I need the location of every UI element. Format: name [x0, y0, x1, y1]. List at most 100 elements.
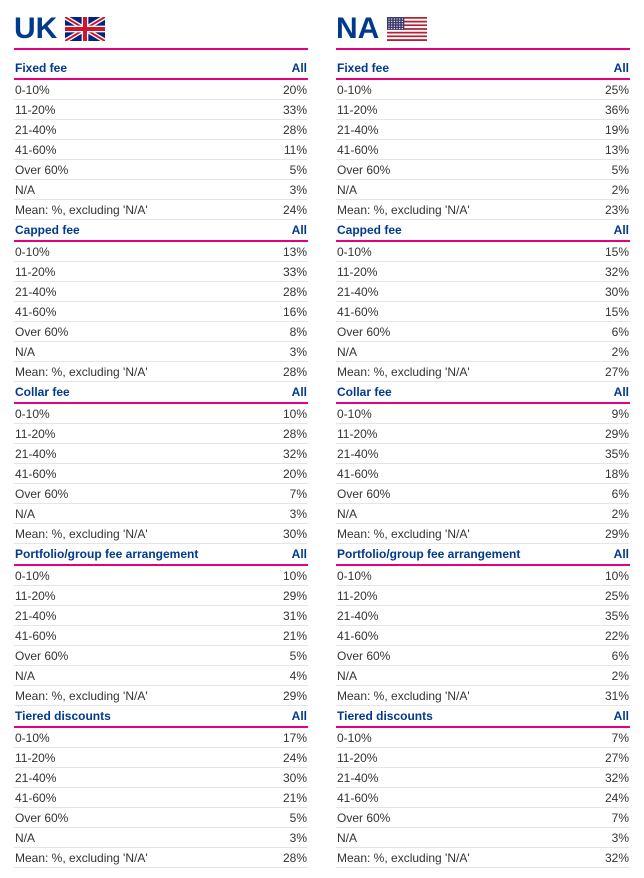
table-row: N/A3%	[14, 342, 308, 362]
table-row: Over 60%5%	[14, 808, 308, 828]
table-section: Portfolio/group fee arrangementAll0-10%1…	[14, 544, 308, 706]
row-label: 0-10%	[337, 245, 589, 259]
row-value: 28%	[267, 123, 307, 137]
table-row: 21-40%28%	[14, 282, 308, 302]
table-section: Collar feeAll0-10%9%11-20%29%21-40%35%41…	[336, 382, 630, 544]
row-label: N/A	[15, 831, 267, 845]
table-row: 41-60%24%	[336, 788, 630, 808]
row-value: 9%	[589, 407, 629, 421]
row-value: 18%	[589, 467, 629, 481]
table-row: Mean: %, excluding 'N/A'24%	[14, 200, 308, 220]
row-label: Over 60%	[337, 325, 589, 339]
row-value: 5%	[267, 811, 307, 825]
row-label: 21-40%	[15, 447, 267, 461]
row-value: 22%	[589, 629, 629, 643]
us-flag-icon	[387, 17, 427, 41]
table-row: Mean: %, excluding 'N/A'23%	[336, 200, 630, 220]
table-row: 41-60%22%	[336, 626, 630, 646]
table-row: 21-40%35%	[336, 444, 630, 464]
section-header: Capped feeAll	[14, 220, 308, 242]
row-label: Over 60%	[15, 487, 267, 501]
row-label: 11-20%	[15, 589, 267, 603]
table-row: 0-10%20%	[14, 80, 308, 100]
row-label: 11-20%	[15, 265, 267, 279]
section-header: Capped feeAll	[336, 220, 630, 242]
row-value: 23%	[589, 203, 629, 217]
row-value: 5%	[589, 163, 629, 177]
table-section: Tiered discountsAll0-10%7%11-20%27%21-40…	[336, 706, 630, 868]
table-row: N/A2%	[336, 180, 630, 200]
section-all-label: All	[614, 223, 629, 237]
section-header: Tiered discountsAll	[336, 706, 630, 728]
table-row: 11-20%24%	[14, 748, 308, 768]
section-header: Fixed feeAll	[14, 58, 308, 80]
row-label: Over 60%	[15, 325, 267, 339]
table-row: Over 60%7%	[14, 484, 308, 504]
row-label: N/A	[15, 507, 267, 521]
row-label: Over 60%	[15, 811, 267, 825]
row-value: 27%	[589, 751, 629, 765]
row-value: 4%	[267, 669, 307, 683]
table-row: Mean: %, excluding 'N/A'29%	[14, 686, 308, 706]
row-label: 11-20%	[15, 751, 267, 765]
table-row: 0-10%10%	[14, 566, 308, 586]
row-label: 41-60%	[337, 629, 589, 643]
table-row: Mean: %, excluding 'N/A'30%	[14, 524, 308, 544]
section-title: Collar fee	[15, 385, 70, 399]
row-value: 35%	[589, 447, 629, 461]
table-section: Capped feeAll0-10%15%11-20%32%21-40%30%4…	[336, 220, 630, 382]
row-label: Mean: %, excluding 'N/A'	[337, 689, 589, 703]
row-value: 25%	[589, 589, 629, 603]
row-value: 2%	[589, 345, 629, 359]
section-all-label: All	[292, 547, 307, 561]
row-value: 31%	[267, 609, 307, 623]
row-value: 29%	[267, 589, 307, 603]
row-label: 11-20%	[15, 103, 267, 117]
row-label: 11-20%	[337, 751, 589, 765]
row-value: 2%	[589, 507, 629, 521]
section-all-label: All	[292, 61, 307, 75]
row-label: 0-10%	[15, 569, 267, 583]
row-label: 21-40%	[337, 447, 589, 461]
row-value: 3%	[267, 831, 307, 845]
table-row: 41-60%16%	[14, 302, 308, 322]
row-label: N/A	[337, 669, 589, 683]
row-value: 21%	[267, 629, 307, 643]
table-row: Over 60%5%	[336, 160, 630, 180]
section-header: Tiered discountsAll	[14, 706, 308, 728]
row-label: 41-60%	[15, 467, 267, 481]
row-value: 3%	[267, 507, 307, 521]
table-row: Over 60%6%	[336, 484, 630, 504]
table-row: 0-10%10%	[336, 566, 630, 586]
section-header: Collar feeAll	[14, 382, 308, 404]
section-all-label: All	[614, 61, 629, 75]
table-row: 11-20%29%	[336, 424, 630, 444]
row-value: 6%	[589, 487, 629, 501]
row-value: 28%	[267, 285, 307, 299]
row-label: 11-20%	[15, 427, 267, 441]
row-value: 28%	[267, 427, 307, 441]
table-row: 0-10%7%	[336, 728, 630, 748]
section-header: Portfolio/group fee arrangementAll	[14, 544, 308, 566]
row-label: 21-40%	[337, 123, 589, 137]
table-row: N/A4%	[14, 666, 308, 686]
table-row: 41-60%15%	[336, 302, 630, 322]
row-label: Mean: %, excluding 'N/A'	[15, 851, 267, 865]
row-label: 21-40%	[337, 609, 589, 623]
row-label: Over 60%	[337, 163, 589, 177]
row-label: N/A	[15, 669, 267, 683]
row-label: N/A	[337, 183, 589, 197]
row-value: 6%	[589, 325, 629, 339]
section-header: Portfolio/group fee arrangementAll	[336, 544, 630, 566]
row-value: 5%	[267, 649, 307, 663]
table-row: N/A3%	[14, 504, 308, 524]
section-header: Collar feeAll	[336, 382, 630, 404]
table-row: 41-60%13%	[336, 140, 630, 160]
table-row: 41-60%20%	[14, 464, 308, 484]
row-value: 20%	[267, 83, 307, 97]
row-label: 11-20%	[337, 265, 589, 279]
row-label: 21-40%	[15, 609, 267, 623]
table-row: 21-40%30%	[14, 768, 308, 788]
region-title: UK	[14, 14, 57, 44]
table-row: 0-10%25%	[336, 80, 630, 100]
